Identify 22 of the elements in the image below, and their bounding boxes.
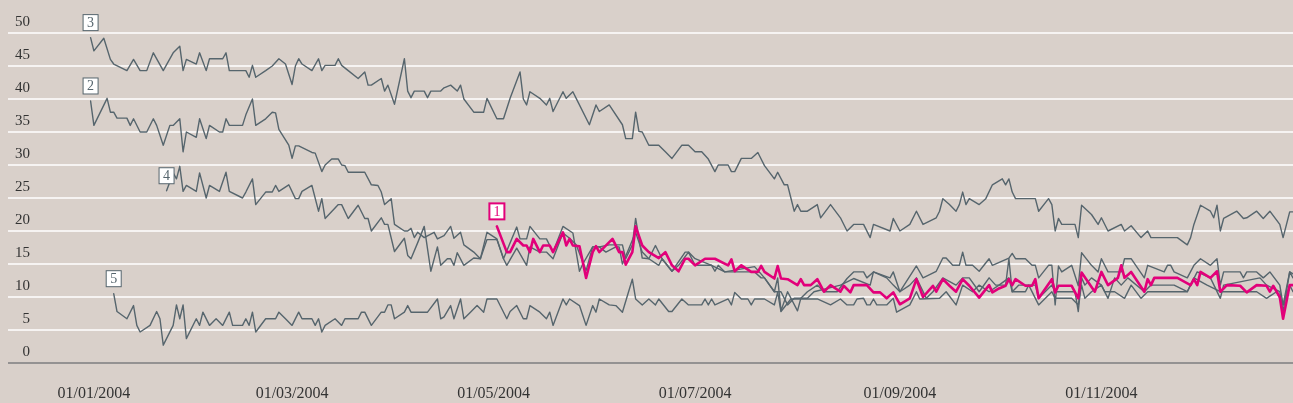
y-tick-label: 20 <box>15 211 30 227</box>
y-tick-label: 40 <box>15 79 30 95</box>
series-label: 2 <box>87 78 95 94</box>
series-label: 1 <box>493 203 501 219</box>
y-tick-label: 10 <box>15 277 30 293</box>
x-tick-label: 01/07/2004 <box>658 384 732 401</box>
x-tick-label: 01/01/2004 <box>57 384 131 401</box>
y-tick-label: 35 <box>15 112 30 128</box>
x-tick-label: 01/03/2004 <box>255 384 329 401</box>
series-label: 5 <box>110 271 118 287</box>
series-label: 4 <box>163 168 171 184</box>
y-tick-label: 5 <box>22 310 30 326</box>
x-tick-label: 01/11/2004 <box>1065 384 1138 401</box>
y-tick-label: 50 <box>15 13 30 29</box>
x-tick-label: 01/05/2004 <box>457 384 531 401</box>
y-tick-label: 45 <box>15 46 30 62</box>
series-label: 3 <box>87 15 95 31</box>
y-tick-label: 25 <box>15 178 30 194</box>
y-tick-label: 0 <box>22 343 30 359</box>
x-tick-label: 01/09/2004 <box>863 384 937 401</box>
y-tick-label: 15 <box>15 244 30 260</box>
y-tick-label: 30 <box>15 145 30 161</box>
